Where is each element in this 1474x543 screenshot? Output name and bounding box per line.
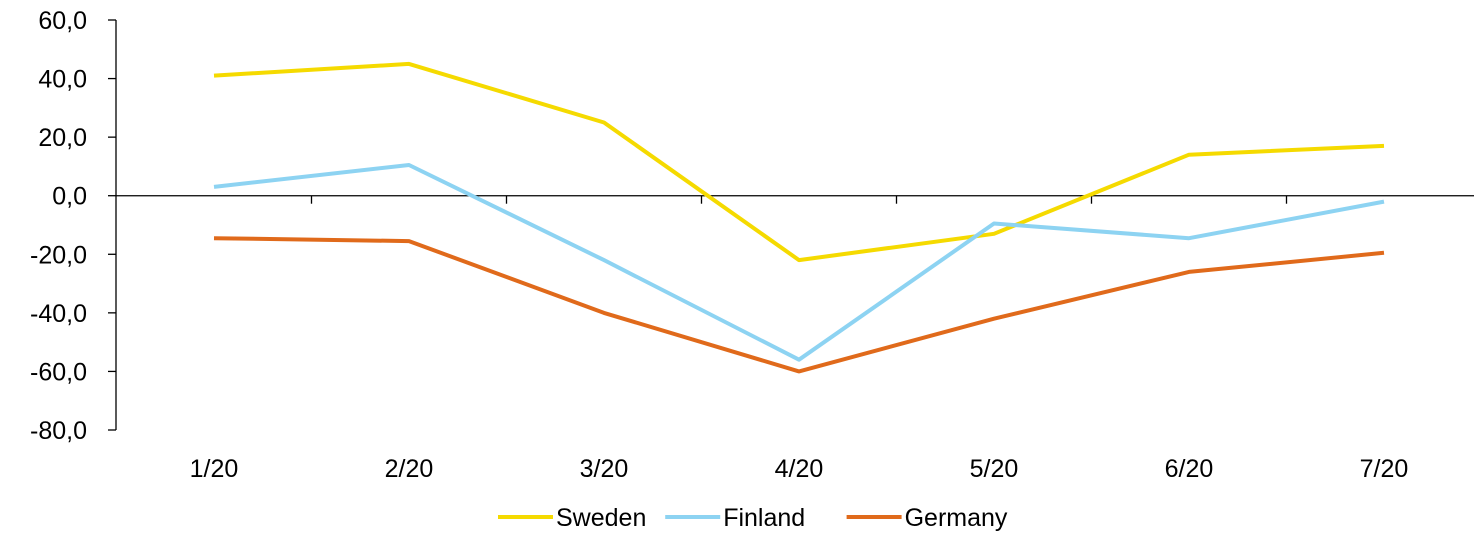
series-line-sweden (213, 61, 1385, 263)
x-tick-label: 2/20 (385, 455, 434, 483)
x-tick-label: 6/20 (1165, 455, 1214, 483)
y-tick-label: -80,0 (30, 417, 87, 445)
y-tick-label: -20,0 (30, 241, 87, 269)
y-tick-label: 0,0 (52, 183, 87, 211)
series-line-germany (213, 236, 1385, 374)
y-tick-label: -40,0 (30, 300, 87, 328)
y-tick-label: -60,0 (30, 358, 87, 386)
x-axis: 1/20 2/20 3/20 4/20 5/20 6/20 7/20 (116, 195, 1474, 483)
x-tick-label: 1/20 (190, 455, 239, 483)
series-lines (213, 61, 1385, 374)
series-line-finland (213, 163, 1385, 362)
y-axis: 60,0 40,0 20,0 0,0 -20,0 -40,0 -60,0 -80,0 (30, 7, 117, 445)
x-tick-label: 5/20 (970, 455, 1019, 483)
x-tick-label: 3/20 (580, 455, 629, 483)
legend: Sweden Finland Germany (498, 504, 1008, 532)
y-tick-label: 60,0 (38, 7, 87, 35)
x-tick-label: 7/20 (1360, 455, 1409, 483)
y-tick-label: 40,0 (38, 66, 87, 94)
legend-label-finland: Finland (723, 504, 805, 532)
x-tick-label: 4/20 (775, 455, 824, 483)
legend-label-sweden: Sweden (556, 504, 646, 532)
y-tick-label: 20,0 (38, 124, 87, 152)
legend-label-germany: Germany (905, 504, 1008, 532)
